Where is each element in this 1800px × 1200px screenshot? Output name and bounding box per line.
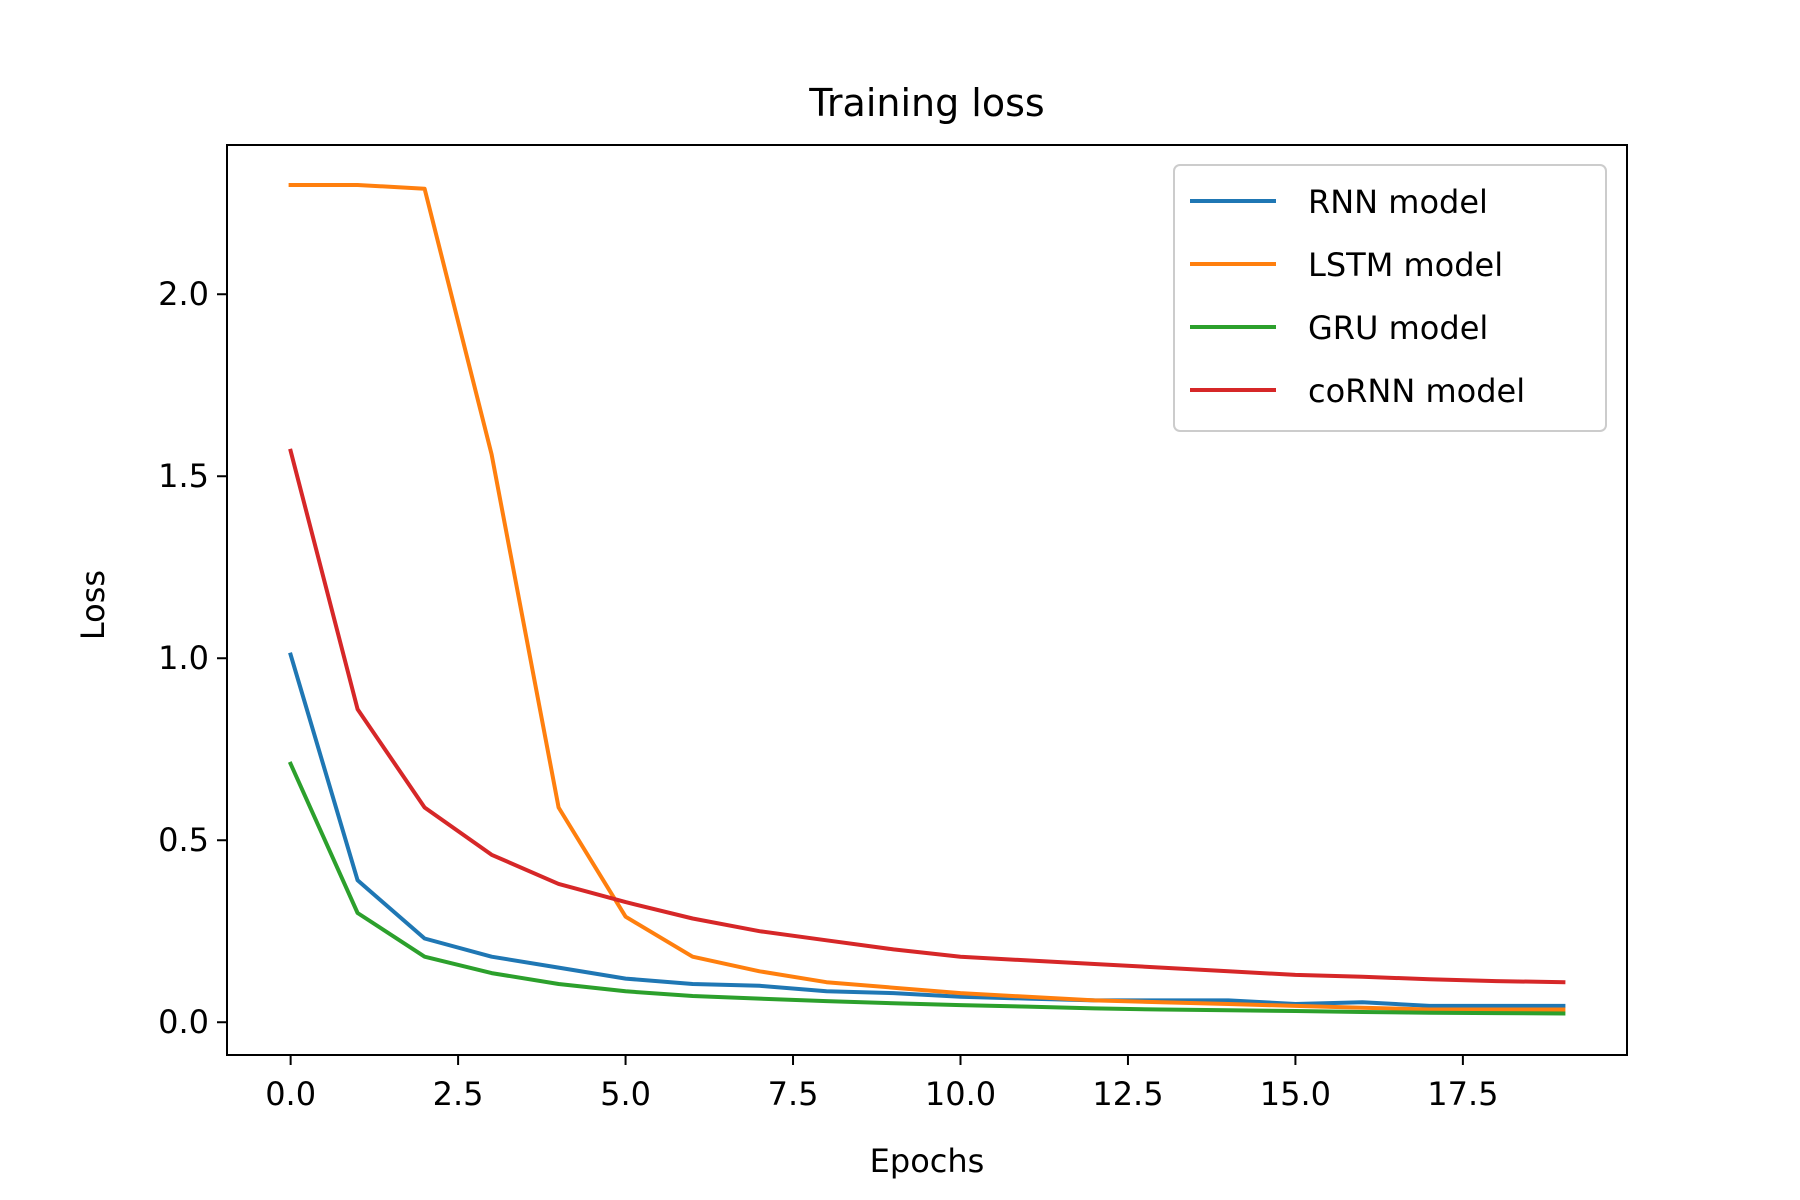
x-tick-label: 12.5: [1092, 1075, 1163, 1113]
x-tick-label: 15.0: [1260, 1075, 1331, 1113]
legend-label: coRNN model: [1308, 372, 1525, 410]
legend-box: [1173, 164, 1607, 432]
plot-frame: [226, 144, 1628, 1056]
legend-label: GRU model: [1308, 309, 1488, 347]
legend-label: RNN model: [1308, 183, 1488, 221]
x-tick-label: 7.5: [768, 1075, 819, 1113]
y-tick-label: 1.5: [158, 457, 209, 495]
x-tick-label: 5.0: [600, 1075, 651, 1113]
y-tick-label: 0.5: [158, 821, 209, 859]
series-line-lstm-model: [288, 183, 1566, 1012]
y-axis-label: Loss: [74, 570, 112, 640]
y-tick-label: 2.0: [158, 275, 209, 313]
series-line-gru-model: [287, 761, 1566, 1016]
x-tick-label: 0.0: [265, 1075, 316, 1113]
x-tick-label: 17.5: [1427, 1075, 1498, 1113]
series-line-rnn-model: [288, 652, 1566, 1008]
y-tick-label: 1.0: [158, 639, 209, 677]
legend: RNN model LSTM model GRU model coRNN model: [1173, 164, 1607, 432]
x-tick-label: 2.5: [433, 1075, 484, 1113]
chart-title: Training loss: [808, 81, 1044, 125]
x-tick-label: 10.0: [925, 1075, 996, 1113]
y-tick-label: 0.0: [158, 1003, 209, 1041]
ticks-layer: 0.0 2.5 5.0 7.5 10.0 12.5 15.0 17.5 0.0 0.5 1.0 1.5…: [158, 275, 1498, 1113]
legend-label: LSTM model: [1308, 246, 1503, 284]
x-axis-label: Epochs: [870, 1142, 985, 1180]
series-line-cornn-model: [288, 448, 1566, 985]
series-layer: [287, 183, 1566, 1016]
